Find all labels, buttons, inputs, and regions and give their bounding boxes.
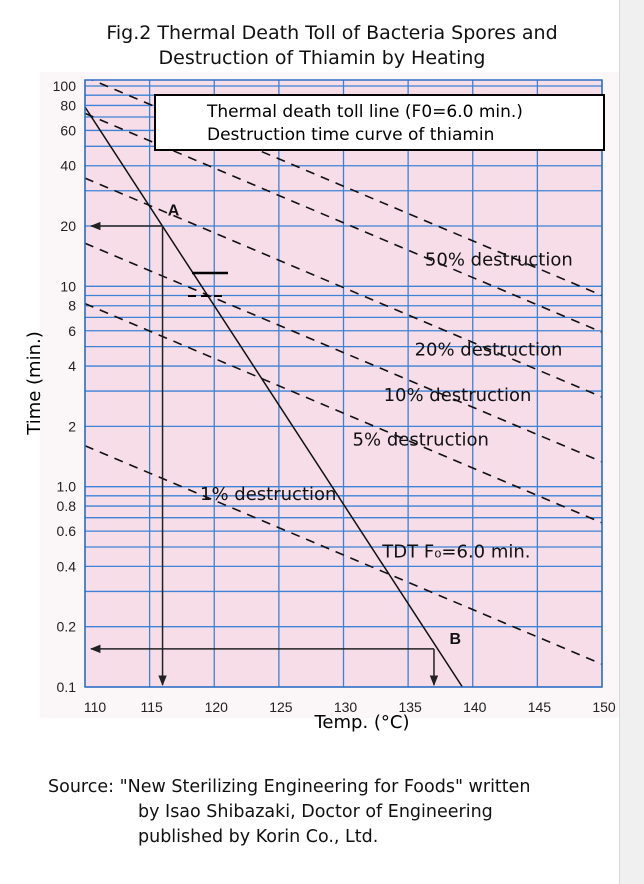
y-tick-label: 40 [60,158,76,174]
y-tick-label: 0.8 [57,498,77,514]
thiamin-destruction-line [85,177,602,398]
y-tick-label: 8 [68,298,76,314]
curve-label: 5% destruction [353,429,489,450]
y-tick-label: 10 [60,278,76,294]
y-tick-label: 0.6 [57,523,77,539]
x-tick-label: 145 [528,699,552,715]
legend-box [154,94,605,151]
y-tick-label: 4 [68,358,76,374]
chart-title-line-2: Destruction of Thiamin by Heating [158,47,486,69]
y-tick-label: 100 [53,78,77,94]
point-label: B [449,631,461,648]
side-scroll-strip [619,0,644,884]
x-tick-label: 130 [334,699,358,715]
y-tick-label: 0.4 [57,558,77,574]
legend-entry-tdt: Thermal death toll line (F0=6.0 min.) [206,102,523,122]
point-label: A [168,202,180,219]
thiamin-destruction-line [90,80,602,297]
plot-border [84,79,603,688]
y-tick-label: 0.2 [57,619,77,635]
x-tick-label: 110 [84,699,107,715]
y-tick-label: 2 [68,418,76,434]
curve-label: 50% destruction [425,249,573,270]
curve-label: 20% destruction [415,339,563,360]
x-tick-label: 115 [140,699,163,715]
thiamin-destruction-line [85,445,602,665]
y-tick-label: 0.1 [57,679,77,695]
x-tick-label: 135 [398,699,422,715]
source-line-3: published by Korin Co., Ltd. [138,827,379,847]
curve-label: TDT F₀=6.0 min. [381,542,530,563]
source-line-1: Source: "New Sterilizing Engineering for… [48,777,531,797]
y-tick-label: 60 [60,122,76,138]
x-tick-label: 140 [463,699,487,715]
y-tick-label: 6 [68,323,76,339]
y-tick-label: 80 [60,97,76,113]
y-tick-label: 20 [60,218,76,234]
x-axis-label: Temp. (°C) [313,712,409,733]
y-axis-label: Time (min.) [24,331,45,435]
x-tick-label: 125 [269,699,293,715]
legend: Thermal death toll line (F0=6.0 min.) De… [154,94,605,297]
curve-label: 10% destruction [384,385,532,406]
source-line-2: by Isao Shibazaki, Doctor of Engineering [138,802,493,822]
thiamin-destruction-line [85,242,602,463]
curve-label: 1% destruction [200,484,336,505]
legend-entry-thiamin: Destruction time curve of thiamin [207,125,494,145]
tdt-line [85,106,464,687]
thiamin-destruction-line [85,112,602,333]
chart-title-line-1: Fig.2 Thermal Death Toll of Bacteria Spo… [106,22,558,44]
x-tick-label: 150 [592,699,616,715]
y-tick-label: 1.0 [57,479,77,495]
x-tick-label: 120 [205,699,229,715]
thiamin-destruction-line [85,302,602,524]
